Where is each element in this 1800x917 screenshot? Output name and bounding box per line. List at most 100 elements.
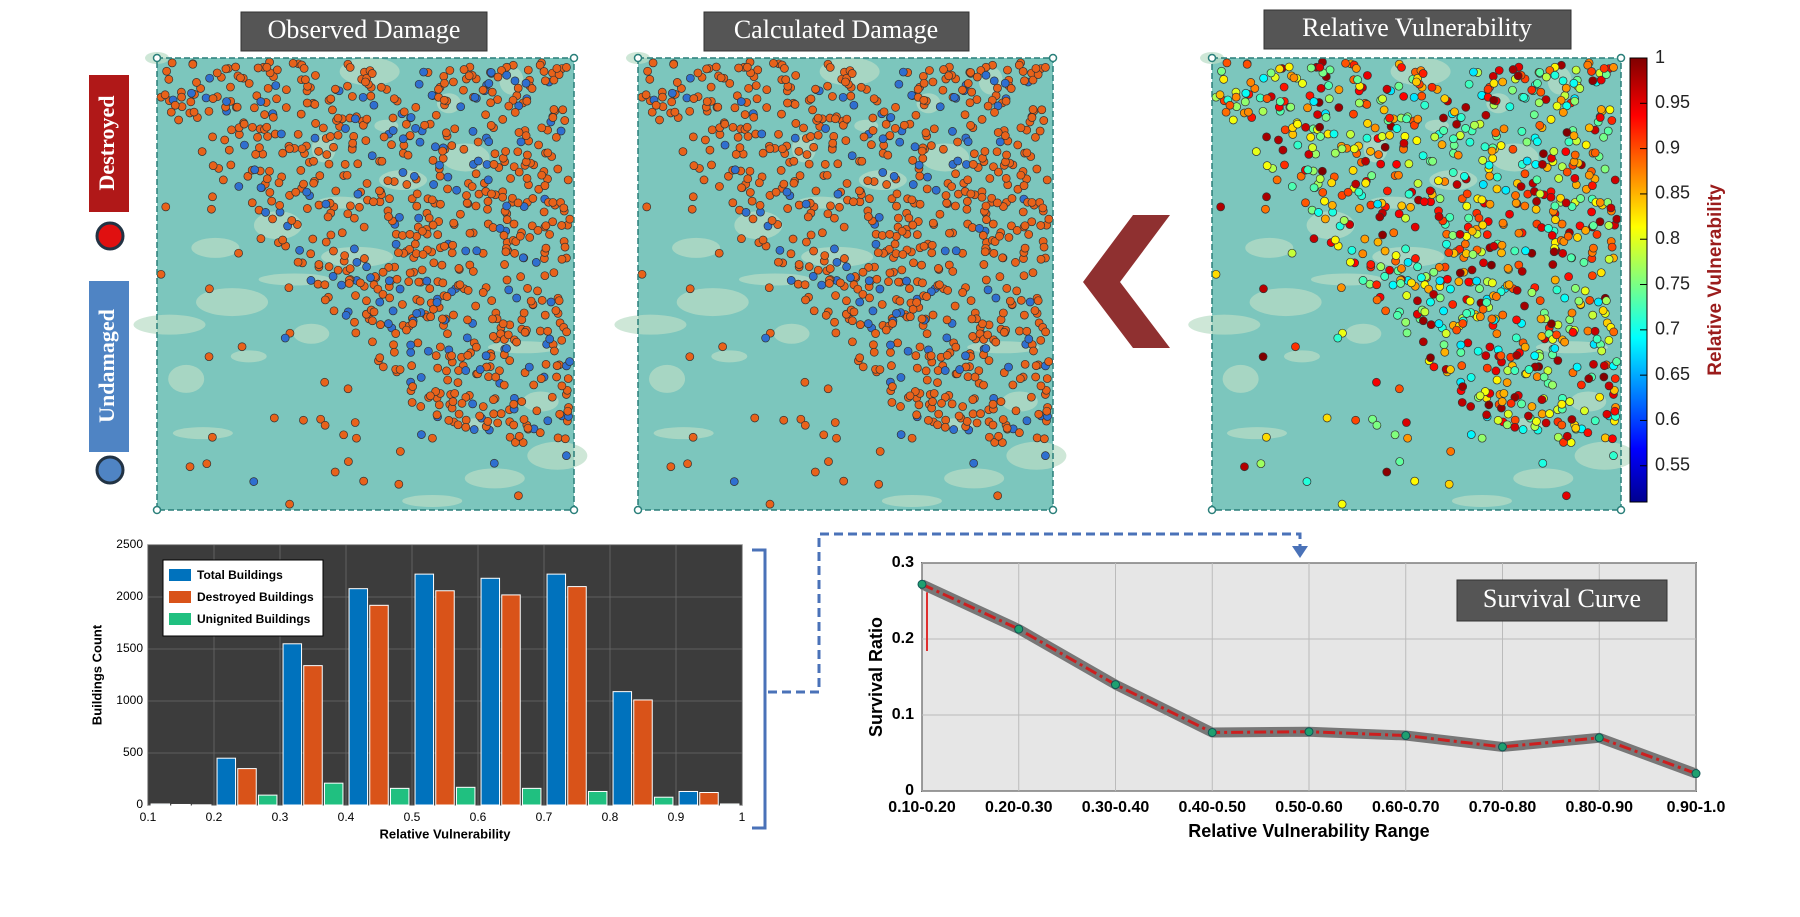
map-dot bbox=[1346, 129, 1355, 139]
map-dot bbox=[519, 415, 529, 424]
map-dot bbox=[1604, 254, 1614, 264]
map-dot bbox=[1535, 189, 1545, 199]
map-dot bbox=[1499, 124, 1509, 134]
map-dot bbox=[869, 94, 879, 104]
map-dot bbox=[1577, 380, 1586, 390]
map-dot bbox=[1231, 92, 1241, 102]
colorbar-tick-label: 0.7 bbox=[1655, 319, 1680, 339]
map-dot bbox=[490, 149, 500, 159]
map-dot bbox=[996, 397, 1006, 406]
map-dot bbox=[1553, 356, 1563, 365]
map-dot bbox=[454, 366, 463, 375]
map-dot bbox=[461, 366, 471, 375]
map-dot bbox=[1318, 166, 1327, 176]
map-dot bbox=[701, 135, 710, 145]
map-dot bbox=[804, 262, 814, 271]
map-dot bbox=[757, 129, 767, 139]
map-dot bbox=[1380, 272, 1390, 281]
map-dot bbox=[443, 375, 453, 385]
map-dot bbox=[893, 338, 902, 348]
map-dot bbox=[928, 397, 937, 406]
map-dot bbox=[755, 178, 764, 188]
map-dot bbox=[443, 184, 452, 194]
map-dot bbox=[456, 102, 466, 112]
map-dot bbox=[993, 128, 1003, 137]
map-dot bbox=[348, 138, 358, 148]
map-dot bbox=[189, 107, 199, 117]
map-dot bbox=[1349, 109, 1358, 119]
map-dot bbox=[919, 241, 929, 251]
map-dot bbox=[255, 143, 264, 152]
map-dot bbox=[828, 138, 838, 148]
map-dot bbox=[983, 330, 992, 340]
map-dot bbox=[256, 234, 266, 244]
map-dot bbox=[810, 467, 820, 477]
map-dot bbox=[417, 265, 427, 275]
map-dot bbox=[1027, 198, 1037, 207]
map-dot bbox=[743, 174, 753, 184]
map-dot bbox=[509, 420, 519, 430]
map-dot bbox=[489, 395, 498, 405]
map-dot bbox=[940, 366, 950, 375]
legend-swatch bbox=[169, 613, 191, 625]
map-dot bbox=[846, 273, 855, 282]
map-dot bbox=[1464, 79, 1474, 89]
x-tick-label: 0.2 bbox=[206, 810, 223, 824]
map-dot bbox=[995, 231, 1004, 241]
map-dot bbox=[232, 102, 242, 112]
map-dot bbox=[385, 194, 394, 203]
map-dot bbox=[925, 66, 934, 75]
map-dot bbox=[767, 216, 777, 225]
map-dot bbox=[320, 280, 330, 290]
map-dot bbox=[963, 137, 973, 147]
map-dot bbox=[1503, 264, 1513, 273]
map-dot bbox=[1527, 288, 1537, 297]
map-dot bbox=[1259, 284, 1268, 294]
map-dot bbox=[1429, 289, 1438, 299]
map-dot bbox=[268, 112, 278, 122]
map-dot bbox=[489, 458, 499, 468]
map-dot bbox=[474, 156, 483, 166]
map-dot bbox=[408, 319, 418, 328]
map-dot bbox=[1275, 97, 1285, 106]
map-dot bbox=[994, 167, 1003, 177]
map-dot bbox=[1315, 174, 1325, 184]
map-dot bbox=[867, 140, 876, 149]
map-dot bbox=[404, 277, 414, 286]
map-dot bbox=[1505, 102, 1515, 112]
map-dot bbox=[968, 395, 978, 405]
map-patch bbox=[191, 237, 240, 258]
map-dot bbox=[877, 231, 887, 240]
map-dot bbox=[879, 107, 889, 117]
map-dot bbox=[1410, 222, 1420, 232]
map-dot bbox=[546, 297, 556, 307]
map-dot bbox=[1004, 362, 1013, 372]
map-dot bbox=[348, 92, 357, 101]
map-dot bbox=[450, 389, 460, 398]
map-dot bbox=[966, 68, 975, 77]
map-dot bbox=[375, 353, 385, 363]
map-dot bbox=[764, 283, 774, 293]
map-dot bbox=[912, 298, 921, 307]
map-dot bbox=[208, 192, 217, 202]
map-dot bbox=[509, 162, 519, 172]
map-dot bbox=[1417, 273, 1426, 282]
map-dot bbox=[1604, 221, 1614, 230]
map-dot bbox=[310, 100, 320, 109]
map-dot bbox=[462, 198, 472, 208]
map-dot bbox=[958, 85, 967, 95]
map-dot bbox=[1462, 309, 1472, 318]
map-dot bbox=[953, 156, 963, 166]
map-dot bbox=[1558, 248, 1568, 258]
map-dot bbox=[669, 59, 678, 69]
map-dot bbox=[1002, 423, 1012, 433]
map-dot bbox=[1508, 65, 1518, 74]
map-dot bbox=[667, 88, 677, 98]
map-dot bbox=[1284, 62, 1294, 72]
map-dot bbox=[344, 457, 353, 466]
map-dot bbox=[1358, 276, 1368, 285]
map-dot bbox=[486, 121, 496, 130]
map-dot bbox=[483, 197, 493, 206]
legend-dot bbox=[95, 221, 125, 251]
map-dot bbox=[823, 384, 833, 394]
